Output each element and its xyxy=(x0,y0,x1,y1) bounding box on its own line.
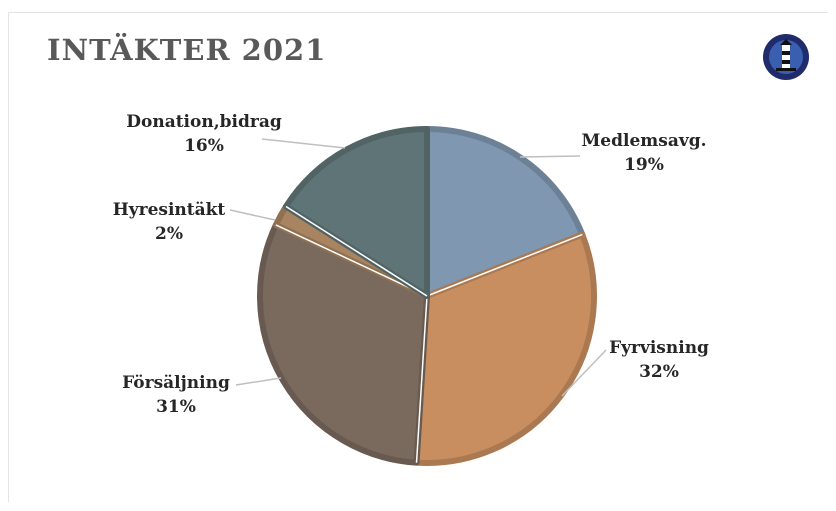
pie-slice-donation-bidrag xyxy=(282,126,430,299)
slice-category-label: Fyrvisning xyxy=(609,338,709,358)
leader-line xyxy=(261,138,346,149)
slice-percent-label: 16% xyxy=(184,136,224,156)
leader-line xyxy=(235,377,282,386)
slice-percent-label: 31% xyxy=(156,397,196,417)
lighthouse-logo-icon xyxy=(763,34,809,80)
leader-line xyxy=(519,155,581,158)
slice-percent-label: 2% xyxy=(155,224,183,244)
slice-percent-label: 32% xyxy=(639,362,679,382)
slice-category-label: Donation,bidrag xyxy=(126,112,282,132)
slice-separator xyxy=(426,233,583,297)
chart-title: INTÄKTER 2021 xyxy=(47,33,327,67)
slice-separator xyxy=(415,295,428,463)
pie-slice-försäljning xyxy=(257,221,430,466)
pie-slice-fyrvisning xyxy=(413,231,597,466)
slice-percent-label: 19% xyxy=(624,155,664,175)
leader-line xyxy=(229,209,276,221)
chart-frame xyxy=(8,12,828,502)
slice-separator xyxy=(285,205,428,297)
pie-slice-medlemsavg- xyxy=(424,126,586,299)
leader-line xyxy=(561,349,607,397)
slice-category-label: Medlemsavg. xyxy=(581,131,706,151)
slice-category-label: Försäljning xyxy=(122,373,230,393)
slice-category-label: Hyresintäkt xyxy=(113,200,226,220)
